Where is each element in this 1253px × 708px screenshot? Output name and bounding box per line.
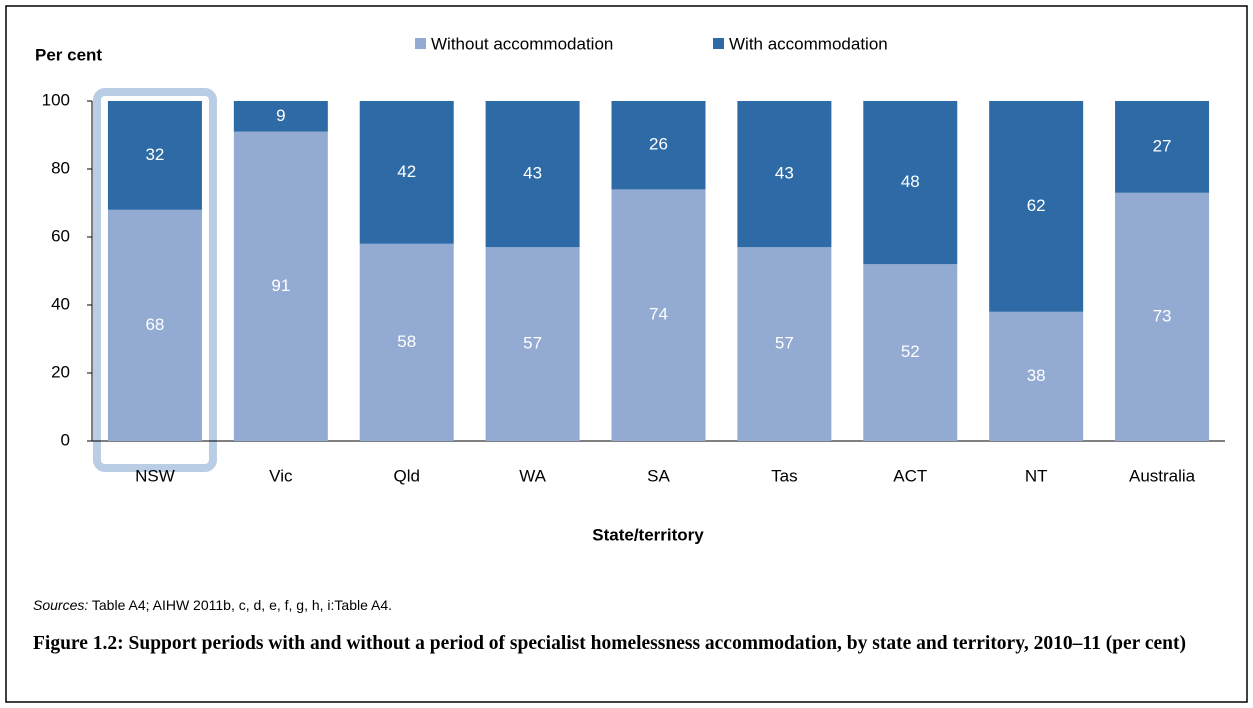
x-tick-label: NT [1025,466,1048,485]
data-label: 52 [901,342,920,361]
y-tick-label: 60 [51,226,70,245]
bar-segment [485,101,580,248]
bar-segment [107,101,202,210]
sources-label: Sources: [33,597,88,613]
y-tick-label: 40 [51,294,70,313]
data-label: 43 [523,164,542,183]
data-label: 9 [276,106,285,125]
bar-segment [233,131,328,441]
data-label: 68 [145,315,164,334]
y-tick-label: 80 [51,158,70,177]
legend-swatch [415,38,426,49]
y-tick-label: 100 [42,90,70,109]
data-label: 74 [649,305,668,324]
data-label: 27 [1153,136,1172,155]
bar-segment [611,189,706,441]
x-tick-label: Vic [269,466,293,485]
bar-segment [863,264,958,441]
x-tick-label: Tas [771,466,797,485]
bar-segment [107,209,202,441]
legend-label: Without accommodation [431,34,613,53]
bar-segment [359,243,454,441]
figure-caption: Figure 1.2: Support periods with and wit… [33,633,1187,654]
x-axis-label: State/territory [592,525,704,544]
bar-segment [989,311,1084,441]
x-tick-label: SA [647,466,670,485]
sources-text: Table A4; AIHW 2011b, c, d, e, f, g, h, … [92,597,392,613]
legend-swatch [713,38,724,49]
bar-segment [737,101,832,248]
y-tick-label: 0 [61,430,70,449]
highlight-box [92,88,217,472]
data-label: 57 [523,334,542,353]
data-label: 26 [649,135,668,154]
data-label: 57 [775,334,794,353]
x-tick-label: Qld [393,466,419,485]
x-tick-label: NSW [135,466,175,485]
frame [5,5,1248,703]
data-label: 43 [775,164,794,183]
data-label: 62 [1027,196,1046,215]
data-label: 38 [1027,366,1046,385]
x-tick-label: WA [519,466,546,485]
data-label: 48 [901,172,920,191]
bar-segment [1115,101,1210,193]
bar-segment [359,101,454,244]
bar-segment [989,101,1084,312]
data-label: 58 [397,332,416,351]
data-label: 91 [271,276,290,295]
bar-segment [611,101,706,190]
legend-label: With accommodation [729,34,888,53]
sources: Sources: Table A4; AIHW 2011b, c, d, e, … [33,597,392,613]
data-label: 32 [145,145,164,164]
bar-segment [863,101,958,265]
bar-segment [737,247,832,441]
x-tick-label: ACT [893,466,927,485]
data-label: 42 [397,162,416,181]
y-tick-label: 20 [51,362,70,381]
data-label: 73 [1153,306,1172,325]
bar-segment [1115,192,1210,441]
y-axis-label: Per cent [35,45,102,64]
bar-segment [485,247,580,441]
bar-segment [233,101,328,132]
x-tick-label: Australia [1129,466,1196,485]
